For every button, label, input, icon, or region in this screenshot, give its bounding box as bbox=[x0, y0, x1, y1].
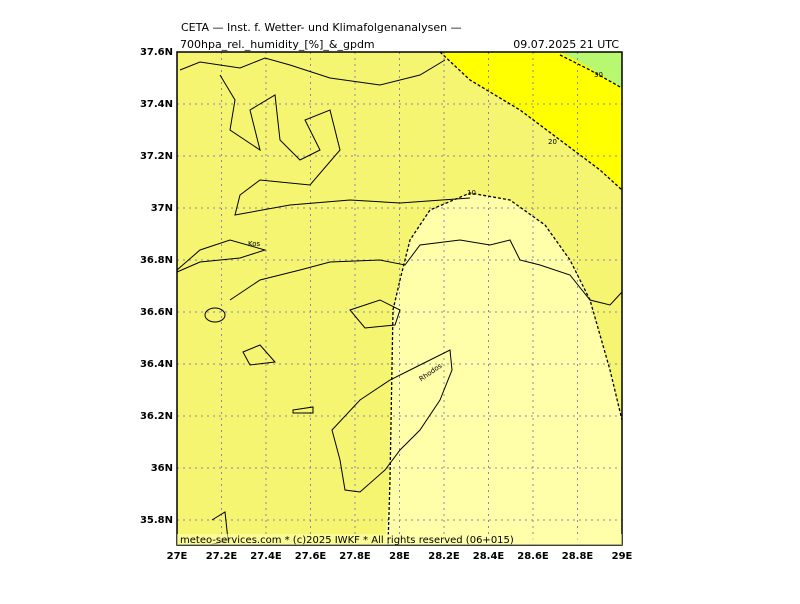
lon-tick-label: 27.4E bbox=[250, 551, 282, 562]
lon-tick-label: 29E bbox=[612, 551, 633, 562]
lat-tick-label: 35.8N bbox=[140, 515, 173, 526]
lat-tick-label: 37.4N bbox=[140, 99, 173, 110]
contour-label: 30 bbox=[594, 71, 603, 79]
contour-label: 10 bbox=[467, 189, 476, 197]
lat-tick-label: 36.8N bbox=[140, 255, 173, 266]
lat-tick-label: 36.6N bbox=[140, 307, 173, 318]
footer-band bbox=[177, 534, 622, 545]
place-label: Kos bbox=[248, 240, 261, 248]
coastline bbox=[349, 299, 401, 329]
coastline bbox=[331, 349, 453, 493]
contour-line bbox=[387, 192, 623, 546]
lat-tick-label: 36N bbox=[151, 463, 173, 474]
header-title: CETA — Inst. f. Wetter- und Klimafolgena… bbox=[181, 21, 462, 34]
lat-tick-label: 36.4N bbox=[140, 359, 173, 370]
lon-tick-label: 28.8E bbox=[562, 551, 594, 562]
header-valid: 09.07.2025 21 UTC bbox=[513, 38, 619, 51]
coastline bbox=[229, 239, 623, 306]
ticks: 37.6N 37.4N 37.2N 37N 36.8N 36.6N 36.4N 36.2N 36… bbox=[140, 47, 633, 562]
footer: meteo-services.com * (c)2025 IWKF * All … bbox=[180, 535, 514, 546]
lon-tick-label: 27.2E bbox=[206, 551, 238, 562]
lon-tick-label: 28.6E bbox=[517, 551, 549, 562]
coastline bbox=[176, 239, 267, 273]
lon-tick-label: 28E bbox=[389, 551, 410, 562]
header-parameter: 700hpa_rel._humidity_[%]_&_gpdm bbox=[180, 38, 375, 51]
contour-line bbox=[559, 54, 623, 89]
coastline bbox=[219, 74, 471, 216]
contour-label: 20 bbox=[548, 138, 557, 146]
lat-tick-label: 37.6N bbox=[140, 47, 173, 58]
lat-tick-label: 37.2N bbox=[140, 151, 173, 162]
lat-tick-label: 37N bbox=[151, 203, 173, 214]
lon-tick-label: 27.6E bbox=[295, 551, 327, 562]
lon-tick-label: 27.8E bbox=[339, 551, 371, 562]
lat-tick-label: 36.2N bbox=[140, 411, 173, 422]
humidity-band-high bbox=[440, 52, 622, 190]
coastline bbox=[292, 406, 314, 414]
lon-tick-label: 28.2E bbox=[428, 551, 460, 562]
coastline bbox=[179, 57, 446, 86]
lon-tick-label: 28.4E bbox=[473, 551, 505, 562]
coastline bbox=[242, 344, 277, 366]
lon-tick-label: 27E bbox=[167, 551, 188, 562]
humidity-band-top bbox=[560, 52, 622, 88]
coastline bbox=[204, 307, 226, 323]
